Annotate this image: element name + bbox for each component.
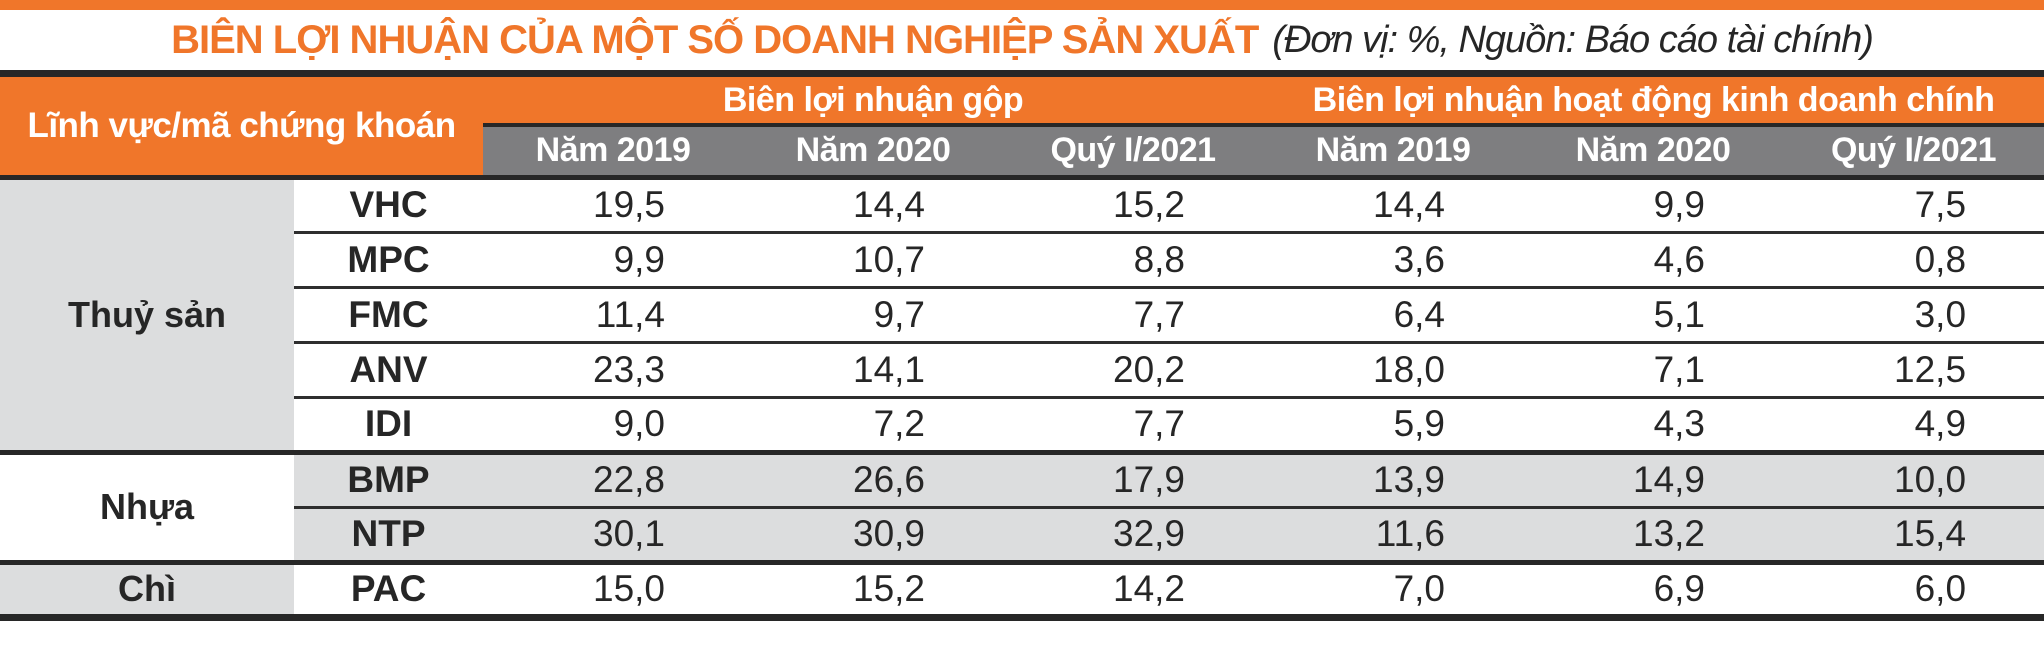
value-cell-mpc-3: 3,6: [1263, 230, 1524, 287]
title-unit-source-note: (Đơn vị: %, Nguồn: Báo cáo tài chính): [1272, 18, 1874, 61]
value-cell-anv-2: 20,2: [1003, 340, 1264, 397]
ticker-cell: FMC: [294, 285, 484, 342]
period-header-gross-q1-2021: Quý I/2021: [1003, 125, 1264, 180]
value-cell-mpc-4: 4,6: [1523, 230, 1784, 287]
ticker-cell: MPC: [294, 230, 484, 287]
table-row-vhc: Thuỷ sản VHC 19,5 14,4 15,2 14,4 9,9 7,5: [0, 174, 2044, 452]
value-cell-mpc-5: 0,8: [1783, 230, 2044, 287]
period-header-op-q1-2021: Quý I/2021: [1783, 125, 2044, 180]
ticker-cell: IDI: [294, 395, 484, 452]
corner-header-cell: Lĩnh vực/mã chứng khoán: [0, 77, 484, 180]
value-cell-idi-5: 4,9: [1783, 395, 2044, 452]
ticker-cell: BMP: [294, 449, 484, 507]
margins-table: Lĩnh vực/mã chứng khoán Biên lợi nhuận g…: [0, 77, 2044, 621]
period-header-row: Năm 2019 Năm 2020 Quý I/2021 Năm 2019 Nă…: [0, 125, 2044, 180]
table-row-idi: IDI 9,0 7,2 7,7 5,9 4,3 4,9: [0, 395, 2044, 452]
value-cell-bmp-2: 17,9: [1003, 449, 1264, 507]
value-cell-fmc-2: 7,7: [1003, 285, 1264, 342]
column-group-operating-margin: Biên lợi nhuận hoạt động kinh doanh chín…: [1263, 77, 2044, 127]
table-title-row: BIÊN LỢI NHUẬN CỦA MỘT SỐ DOANH NGHIỆP S…: [0, 10, 2044, 70]
value-cell-pac-5: 6,0: [1783, 559, 2044, 617]
value-cell-bmp-5: 10,0: [1783, 449, 2044, 507]
value-cell-bmp-3: 13,9: [1263, 449, 1524, 507]
value-cell-ntp-4: 13,2: [1523, 505, 1784, 562]
value-cell-vhc-4: 9,9: [1523, 174, 1784, 232]
section-header-row: Lĩnh vực/mã chứng khoán Biên lợi nhuận g…: [0, 77, 2044, 180]
value-cell-ntp-3: 11,6: [1263, 505, 1524, 562]
value-cell-anv-5: 12,5: [1783, 340, 2044, 397]
value-cell-bmp-0: 22,8: [483, 449, 744, 507]
table-row-ntp: NTP 30,1 30,9 32,9 11,6 13,2 15,4: [0, 505, 2044, 562]
value-cell-idi-2: 7,7: [1003, 395, 1264, 452]
value-cell-pac-0: 15,0: [483, 559, 744, 617]
value-cell-ntp-5: 15,4: [1783, 505, 2044, 562]
value-cell-anv-1: 14,1: [743, 340, 1004, 397]
table-row-pac: Chì PAC 15,0 15,2 14,2 7,0 6,9 6,0: [0, 559, 2044, 617]
value-cell-mpc-0: 9,9: [483, 230, 744, 287]
table-row-mpc: MPC 9,9 10,7 8,8 3,6 4,6 0,8: [0, 230, 2044, 287]
page-title: BIÊN LỢI NHUẬN CỦA MỘT SỐ DOANH NGHIỆP S…: [171, 17, 1259, 62]
value-cell-bmp-4: 14,9: [1523, 449, 1784, 507]
sector-label-cell: Thuỷ sản: [0, 174, 294, 452]
title-divider: [0, 70, 2044, 77]
sector-label-cell: Chì: [0, 559, 294, 617]
table-row-fmc: FMC 11,4 9,7 7,7 6,4 5,1 3,0: [0, 285, 2044, 342]
value-cell-fmc-4: 5,1: [1523, 285, 1784, 342]
value-cell-idi-1: 7,2: [743, 395, 1004, 452]
value-cell-ntp-0: 30,1: [483, 505, 744, 562]
value-cell-idi-4: 4,3: [1523, 395, 1784, 452]
table-row-bmp: Nhựa BMP 22,8 26,6 17,9 13,9 14,9 10,0: [0, 449, 2044, 562]
value-cell-idi-3: 5,9: [1263, 395, 1524, 452]
ticker-cell: PAC: [294, 559, 484, 617]
value-cell-ntp-2: 32,9: [1003, 505, 1264, 562]
value-cell-pac-3: 7,0: [1263, 559, 1524, 617]
value-cell-vhc-5: 7,5: [1783, 174, 2044, 232]
period-header-gross-2019: Năm 2019: [483, 125, 744, 180]
value-cell-fmc-1: 9,7: [743, 285, 1004, 342]
period-header-op-2019: Năm 2019: [1263, 125, 1524, 180]
period-header-op-2020: Năm 2020: [1523, 125, 1784, 180]
table-body: Thuỷ sản VHC 19,5 14,4 15,2 14,4 9,9 7,5 MPC 9,9 1…: [0, 174, 2044, 617]
value-cell-fmc-5: 3,0: [1783, 285, 2044, 342]
value-cell-pac-2: 14,2: [1003, 559, 1264, 617]
column-group-gross-margin: Biên lợi nhuận gộp: [483, 77, 1264, 127]
value-cell-pac-1: 15,2: [743, 559, 1004, 617]
value-cell-vhc-2: 15,2: [1003, 174, 1264, 232]
value-cell-fmc-3: 6,4: [1263, 285, 1524, 342]
value-cell-ntp-1: 30,9: [743, 505, 1004, 562]
value-cell-pac-4: 6,9: [1523, 559, 1784, 617]
value-cell-fmc-0: 11,4: [483, 285, 744, 342]
value-cell-bmp-1: 26,6: [743, 449, 1004, 507]
period-header-gross-2020: Năm 2020: [743, 125, 1004, 180]
table-row-anv: ANV 23,3 14,1 20,2 18,0 7,1 12,5: [0, 340, 2044, 397]
top-accent-bar: [0, 0, 2044, 10]
value-cell-vhc-0: 19,5: [483, 174, 744, 232]
value-cell-anv-3: 18,0: [1263, 340, 1524, 397]
value-cell-vhc-1: 14,4: [743, 174, 1004, 232]
value-cell-anv-0: 23,3: [483, 340, 744, 397]
value-cell-mpc-2: 8,8: [1003, 230, 1264, 287]
ticker-cell: NTP: [294, 505, 484, 562]
value-cell-vhc-3: 14,4: [1263, 174, 1524, 232]
sector-label-cell: Nhựa: [0, 449, 294, 562]
ticker-cell: VHC: [294, 174, 484, 232]
value-cell-mpc-1: 10,7: [743, 230, 1004, 287]
value-cell-anv-4: 7,1: [1523, 340, 1784, 397]
value-cell-idi-0: 9,0: [483, 395, 744, 452]
ticker-cell: ANV: [294, 340, 484, 397]
